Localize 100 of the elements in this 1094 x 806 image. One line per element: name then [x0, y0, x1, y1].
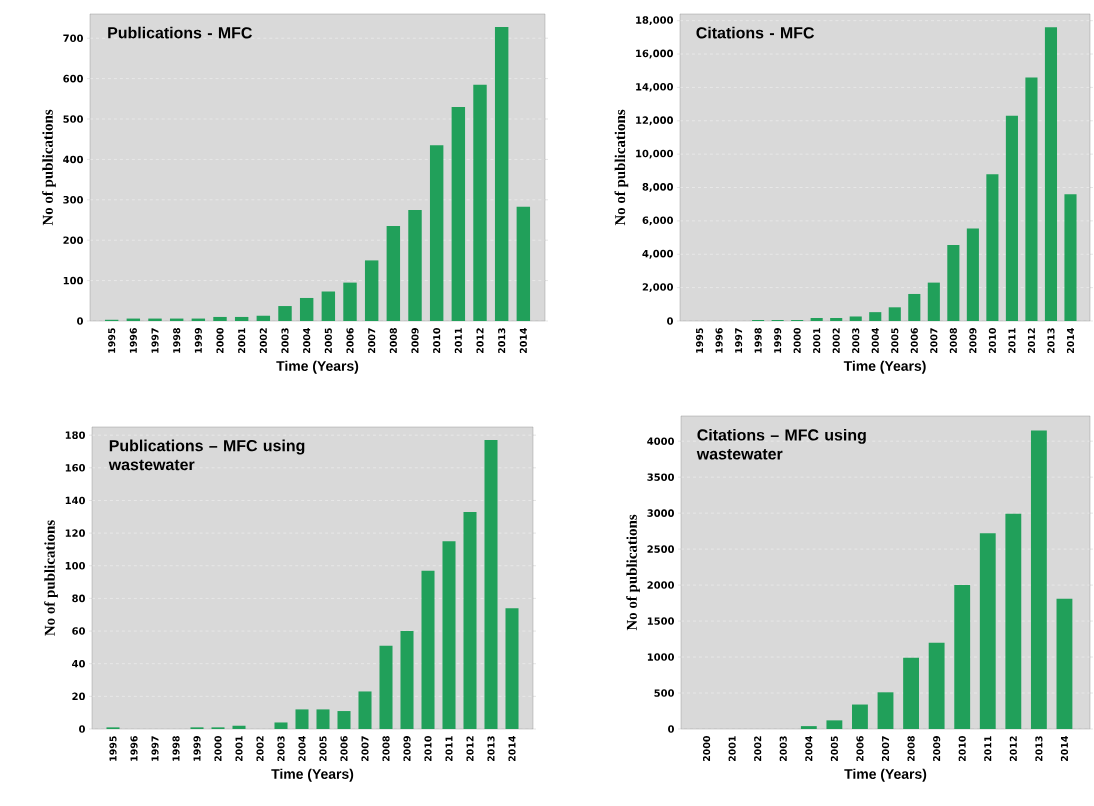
x-tick-label: 2006: [340, 736, 348, 762]
x-tick-label: 2005: [830, 736, 838, 762]
bar: [451, 106, 466, 321]
y-tick-label: 500: [63, 115, 83, 123]
bar: [826, 720, 843, 729]
bar: [358, 691, 372, 729]
y-tick-label: 120: [65, 529, 85, 537]
x-tick-label: 2011: [454, 328, 462, 354]
x-tick-label: 2012: [1027, 328, 1036, 354]
bar: [830, 317, 843, 321]
x-tick-label: 2012: [466, 736, 474, 762]
x-tick-label: 2009: [969, 328, 977, 354]
x-axis-title: Time (Years): [844, 768, 927, 782]
x-tick-label: 1998: [173, 328, 181, 353]
bar: [463, 511, 477, 729]
x-tick-label: 2004: [303, 327, 311, 354]
text: Citations – MFC using wastewater: [696, 428, 866, 460]
y-tick-label: 1000: [647, 653, 675, 661]
x-tick-label: 2007: [361, 736, 369, 762]
bar: [800, 726, 817, 729]
bar: [321, 291, 336, 321]
y-tick-label: 8,000: [642, 183, 674, 192]
bar: [494, 26, 509, 321]
y-axis-title: No of publications: [42, 109, 56, 226]
bar: [364, 260, 379, 321]
x-tick-label: 2005: [324, 328, 332, 354]
x-tick-label: 2013: [498, 328, 506, 354]
bar: [421, 570, 435, 729]
bar: [979, 533, 996, 729]
x-tick-label: 2006: [910, 328, 918, 354]
x-tick-label: 2001: [813, 328, 821, 354]
y-tick-label: 10,000: [636, 149, 674, 159]
x-tick-label: 2014: [1060, 735, 1069, 762]
x-tick-label: 2001: [238, 328, 246, 354]
bar: [484, 440, 498, 729]
x-tick-label: 2012: [1009, 736, 1017, 762]
bar: [1005, 115, 1018, 321]
bar: [852, 704, 868, 729]
x-tick-label: 2009: [403, 736, 411, 762]
x-tick-label: 2001: [235, 736, 243, 762]
y-tick-label: 0: [667, 317, 674, 325]
bar: [947, 245, 960, 321]
bar: [849, 316, 862, 321]
bar: [516, 206, 531, 321]
x-tick-label: 2009: [933, 736, 941, 762]
x-tick-label: 2010: [424, 735, 432, 762]
bar: [986, 174, 999, 321]
x-axis-title: Time (Years): [276, 360, 359, 374]
x-tick-label: 2010: [988, 327, 996, 354]
x-tick-label: 1997: [151, 736, 159, 761]
x-tick-label: 2007: [881, 736, 890, 762]
bar: [903, 657, 919, 729]
x-tick-label: 2013: [1047, 328, 1055, 354]
x-tick-label: 2000: [214, 735, 222, 762]
x-axis-title: Time (Years): [271, 768, 354, 782]
x-tick-label: 2001: [728, 736, 736, 762]
y-tick-label: 2,000: [642, 283, 674, 293]
bar: [429, 145, 444, 321]
x-tick-label: 2006: [346, 328, 354, 354]
y-tick-label: 18,000: [636, 16, 674, 26]
bar: [927, 282, 940, 321]
x-tick-label: 2006: [856, 736, 864, 762]
bar: [1064, 194, 1077, 321]
y-tick-label: 180: [65, 431, 85, 439]
x-tick-label: 2005: [891, 328, 899, 354]
y-tick-label: 2500: [647, 545, 675, 553]
x-tick-label: 2013: [1035, 736, 1043, 762]
x-tick-label: 2004: [871, 327, 879, 354]
y-tick-label: 140: [65, 496, 85, 505]
bar: [400, 631, 414, 729]
x-tick-label: 1997: [151, 328, 159, 353]
y-tick-label: 0: [77, 317, 83, 325]
bar: [337, 711, 351, 729]
x-tick-label: 2002: [256, 736, 264, 762]
bar: [295, 709, 309, 729]
bar: [442, 541, 456, 729]
y-tick-label: 16,000: [636, 49, 674, 59]
x-tick-label: 2014: [508, 735, 516, 762]
bar: [379, 645, 393, 729]
bar: [810, 317, 823, 321]
y-tick-label: 400: [63, 155, 83, 164]
bar: [408, 209, 422, 321]
y-tick-label: 12,000: [636, 116, 674, 126]
y-tick-label: 40: [72, 659, 85, 668]
x-tick-label: 1998: [172, 736, 180, 761]
y-tick-label: 60: [72, 627, 85, 635]
bar: [505, 608, 519, 729]
y-tick-label: 500: [654, 689, 675, 697]
x-tick-label: 2008: [949, 328, 957, 354]
bar: [1044, 27, 1058, 321]
bar: [386, 226, 401, 321]
x-tick-label: 2013: [487, 736, 495, 762]
y-tick-label: 4000: [647, 437, 675, 445]
x-tick-label: 2008: [382, 736, 390, 762]
x-tick-label: 2005: [319, 736, 327, 762]
bar: [473, 84, 487, 321]
x-tick-label: 2002: [754, 736, 762, 762]
y-axis-title: No of publications: [44, 520, 58, 636]
y-tick-label: 700: [63, 34, 83, 42]
x-tick-label: 2011: [984, 736, 992, 762]
